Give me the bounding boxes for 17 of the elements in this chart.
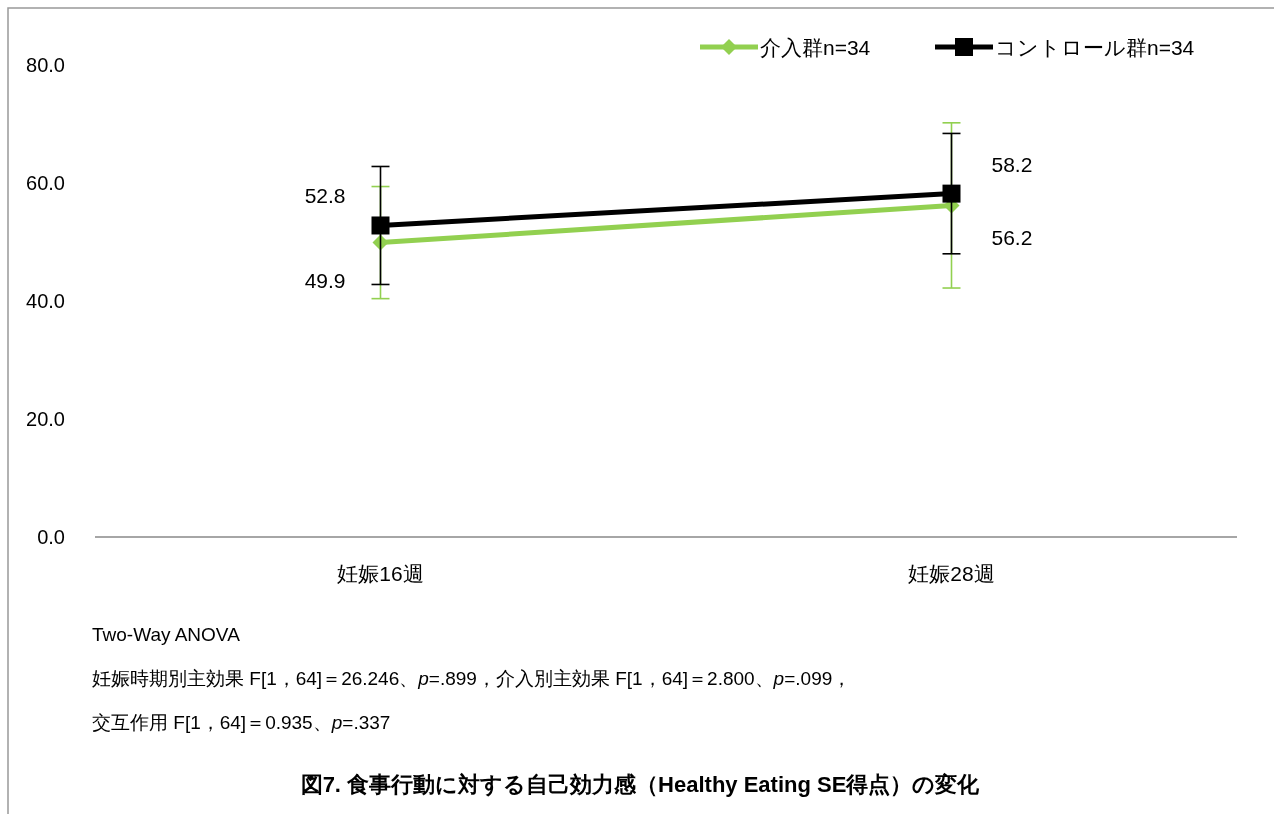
y-tick-label: 60.0 bbox=[26, 172, 65, 194]
text: 交互作用 F[1，64]＝0.935、p=.337 bbox=[92, 712, 391, 733]
data-label: 52.8 bbox=[304, 184, 346, 208]
legend-label: コントロール群n=34 bbox=[995, 36, 1195, 59]
text: 図7. 食事行動に対する自己効力感（Healthy Eating SE得点）の変化 bbox=[300, 772, 981, 797]
y-tick-label: 80.0 bbox=[26, 54, 65, 76]
x-tick-label: 妊娠16週 bbox=[337, 562, 424, 585]
y-tick-label: 40.0 bbox=[26, 290, 65, 312]
legend-label: 介入群n=34 bbox=[760, 36, 871, 59]
data-label: 49.9 bbox=[304, 268, 346, 292]
text: 妊娠時期別主効果 F[1，64]＝26.246、p=.899，介入別主効果 F[1，64]＝2.800、p=.099， bbox=[92, 668, 852, 689]
text: Two-Way ANOVA bbox=[92, 624, 241, 645]
data-label: 58.2 bbox=[991, 152, 1033, 176]
y-tick-label: 20.0 bbox=[26, 408, 65, 430]
x-tick-label: 妊娠28週 bbox=[908, 562, 995, 585]
y-tick-label: 0.0 bbox=[37, 526, 65, 548]
data-label: 56.2 bbox=[991, 226, 1033, 250]
